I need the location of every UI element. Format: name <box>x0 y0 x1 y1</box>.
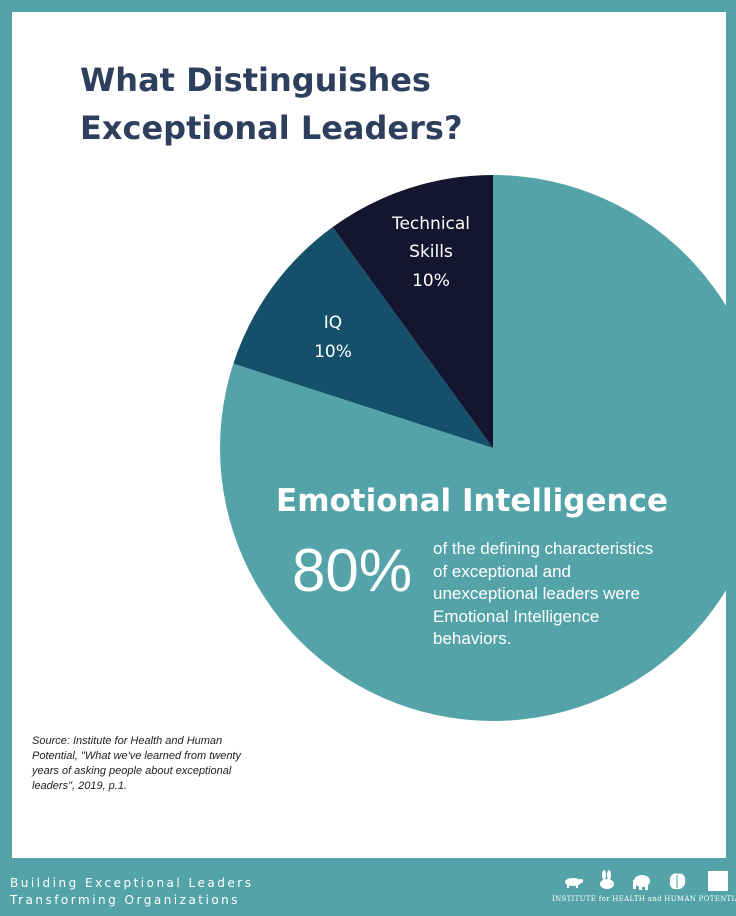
technical-label-line-2: Skills <box>409 242 453 262</box>
iq-label-percent: 10% <box>314 342 352 362</box>
technical-skills-label: Technical Skills 10% <box>391 214 470 291</box>
footer-bar: Building Exceptional Leaders Transformin… <box>0 858 736 916</box>
elephant-icon <box>630 870 652 892</box>
technical-label-line-1: Technical <box>391 214 470 234</box>
pie-slice-emotional-intelligence <box>220 175 726 721</box>
pie-slices <box>220 175 726 721</box>
source-line-1: Source: Institute for Health and Human <box>32 735 223 747</box>
hare-icon <box>596 870 618 892</box>
footer-tagline: Building Exceptional Leaders Transformin… <box>10 875 253 909</box>
logo-text: INSTITUTE for HEALTH and HUMAN POTENTIAL <box>552 895 736 903</box>
iq-label-line-1: IQ <box>324 313 342 333</box>
page-title: What Distinguishes Exceptional Leaders? <box>80 56 500 152</box>
source-line-3: years of asking people about exceptional <box>32 765 232 777</box>
pie-slice-iq <box>233 227 494 448</box>
ei-description-line-2: of exceptional and <box>433 562 571 581</box>
ei-description-line-1: of the defining characteristics <box>433 539 653 558</box>
iq-label: IQ 10% <box>314 313 352 362</box>
ei-title: Emotional Intelligence <box>276 483 668 519</box>
title-line-2: Exceptional Leaders? <box>80 109 463 147</box>
ei-description-line-4: Emotional Intelligence <box>433 607 599 626</box>
source-line-2: Potential, "What we've learned from twen… <box>32 750 241 762</box>
emotional-intelligence-label: Emotional Intelligence 80% of the defini… <box>276 483 668 648</box>
title-line-1: What Distinguishes <box>80 61 431 99</box>
turtle-icon <box>562 870 584 892</box>
institute-logo: INSTITUTE for HEALTH and HUMAN POTENTIAL <box>548 868 736 914</box>
pie-slice-technical-skills <box>332 175 493 448</box>
technical-label-percent: 10% <box>412 271 450 291</box>
pie-chart: Technical Skills 10% IQ 10% Emotional In… <box>220 175 726 721</box>
logo-icons <box>562 870 732 892</box>
ei-description-line-5: behaviors. <box>433 629 511 648</box>
brain-icon <box>666 870 688 892</box>
source-citation: Source: Institute for Health and Human P… <box>32 734 277 794</box>
ei-percent: 80% <box>292 537 412 604</box>
tagline-line-1: Building Exceptional Leaders <box>10 876 254 890</box>
tagline-line-2: Transforming Organizations <box>10 893 241 907</box>
source-line-4: leaders", 2019, p.1. <box>32 780 128 792</box>
ei-description-line-3: unexceptional leaders were <box>433 584 640 603</box>
infographic-panel: What Distinguishes Exceptional Leaders? … <box>12 12 726 858</box>
square-icon <box>708 871 728 891</box>
